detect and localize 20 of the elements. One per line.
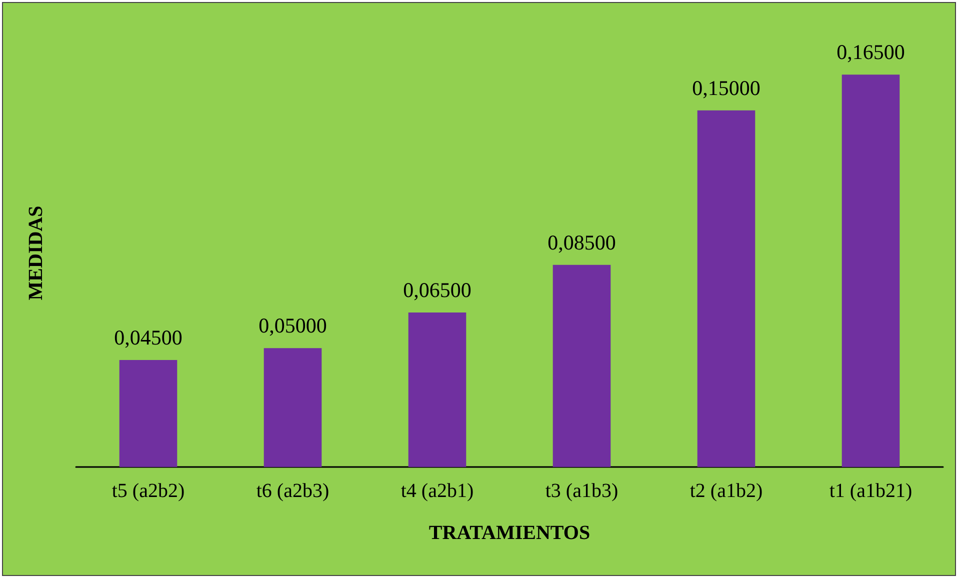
x-tick-label: t1 (a1b21): [829, 480, 912, 502]
data-label: 0,06500: [403, 278, 472, 302]
data-label: 0,08500: [548, 230, 616, 254]
data-label: 0,16500: [836, 40, 905, 64]
x-tick-label: t3 (a1b3): [545, 480, 618, 502]
bar: [408, 312, 466, 467]
bar: [119, 360, 178, 467]
x-tick-label: t6 (a2b3): [256, 480, 330, 502]
y-axis-title: MEDIDAS: [25, 206, 47, 300]
x-axis-title: TRATAMIENTOS: [428, 522, 590, 544]
bar: [697, 110, 756, 467]
x-tick-label: t2 (a1b2): [690, 480, 763, 502]
data-label: 0,15000: [692, 76, 760, 100]
bar: [552, 264, 611, 467]
data-label: 0,05000: [258, 314, 327, 338]
data-label: 0,04500: [114, 326, 182, 350]
x-tick-label: t4 (a2b1): [400, 480, 474, 502]
x-tick-label: t5 (a2b2): [112, 480, 185, 502]
bar: [842, 74, 900, 467]
bar: [264, 348, 322, 467]
